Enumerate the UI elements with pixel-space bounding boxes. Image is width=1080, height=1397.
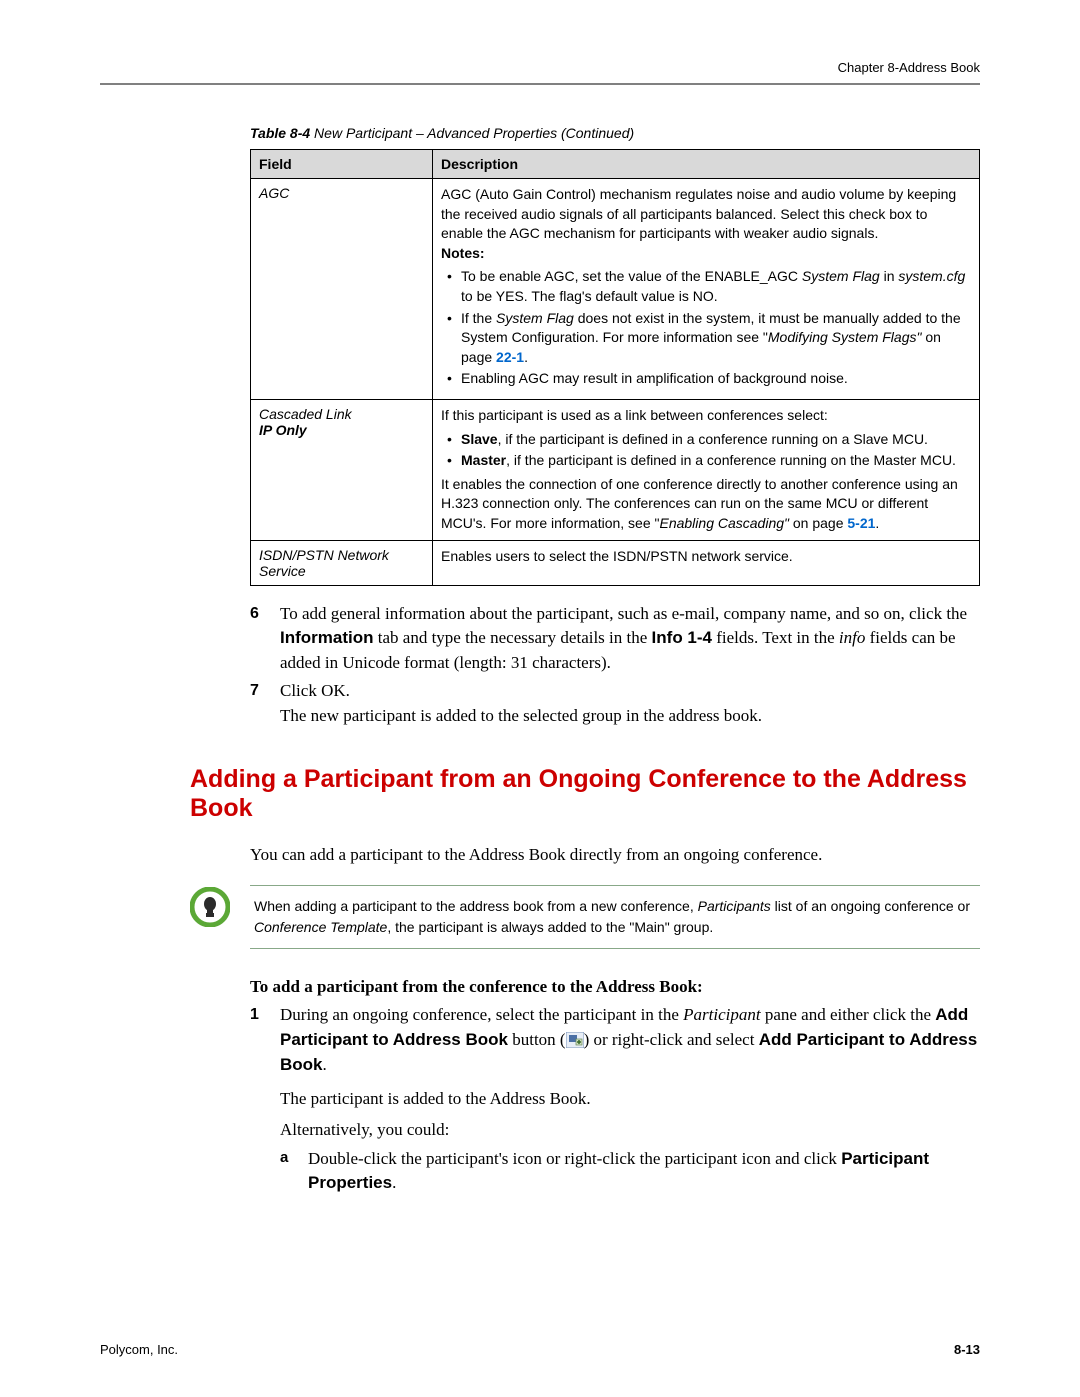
note-callout: When adding a participant to the address… bbox=[190, 885, 980, 949]
desc-text: If this participant is used as a link be… bbox=[441, 407, 828, 423]
td-desc-isdn: Enables users to select the ISDN/PSTN ne… bbox=[433, 540, 980, 585]
step-number: 7 bbox=[250, 679, 280, 728]
text: . bbox=[392, 1173, 396, 1192]
step-1: 1 During an ongoing conference, select t… bbox=[250, 1003, 980, 1195]
field-label: Cascaded Link bbox=[259, 406, 352, 422]
text: pane and either click the bbox=[761, 1005, 936, 1024]
text: to be YES. The flag's default value is N… bbox=[461, 288, 718, 304]
td-desc-agc: AGC (Auto Gain Control) mechanism regula… bbox=[433, 179, 980, 400]
desc-text: AGC (Auto Gain Control) mechanism regula… bbox=[441, 186, 956, 241]
text: System Flag bbox=[802, 268, 880, 284]
caption-text: New Participant – Advanced Properties (C… bbox=[310, 125, 634, 141]
sub-step-a: a Double-click the participant's icon or… bbox=[280, 1147, 980, 1196]
footer: Polycom, Inc. 8-13 bbox=[100, 1342, 980, 1357]
tip-icon bbox=[190, 887, 234, 932]
text: . bbox=[323, 1055, 327, 1074]
text: Master bbox=[461, 452, 506, 468]
page: Chapter 8-Address Book Table 8-4 New Par… bbox=[0, 0, 1080, 1397]
text: Participants bbox=[698, 898, 771, 914]
text: . bbox=[524, 349, 528, 365]
step-number: 1 bbox=[250, 1003, 280, 1195]
text: list of an ongoing conference or bbox=[771, 898, 970, 914]
text: ) or right-click and select bbox=[584, 1030, 759, 1049]
text: The participant is added to the Address … bbox=[280, 1089, 591, 1108]
step-number: 6 bbox=[250, 602, 280, 676]
sub-step-letter: a bbox=[280, 1147, 308, 1196]
text: , if the participant is defined in a con… bbox=[506, 452, 956, 468]
text: button ( bbox=[508, 1030, 566, 1049]
text: To add general information about the par… bbox=[280, 604, 967, 623]
page-ref[interactable]: 22-1 bbox=[496, 349, 524, 365]
text: in bbox=[880, 268, 899, 284]
list-item: Slave, if the participant is defined in … bbox=[441, 430, 971, 450]
text: fields. Text in the bbox=[712, 628, 839, 647]
options-list: Slave, if the participant is defined in … bbox=[441, 430, 971, 471]
text: Conference Template bbox=[254, 919, 387, 935]
steps-continued: 6 To add general information about the p… bbox=[250, 602, 980, 729]
text: When adding a participant to the address… bbox=[254, 898, 698, 914]
header-rule bbox=[100, 83, 980, 85]
page-number: 8-13 bbox=[954, 1342, 980, 1357]
table-row: ISDN/PSTN Network Service Enables users … bbox=[251, 540, 980, 585]
td-field-cascaded: Cascaded Link IP Only bbox=[251, 399, 433, 540]
text: Participant bbox=[683, 1005, 760, 1024]
field-sub-label: IP Only bbox=[259, 422, 307, 438]
notes-list: To be enable AGC, set the value of the E… bbox=[441, 267, 971, 389]
step-body: During an ongoing conference, select the… bbox=[280, 1003, 980, 1195]
table-caption: Table 8-4 New Participant – Advanced Pro… bbox=[250, 125, 980, 141]
step-6: 6 To add general information about the p… bbox=[250, 602, 980, 676]
procedure-steps: 1 During an ongoing conference, select t… bbox=[250, 1003, 980, 1195]
text: Double-click the participant's icon or r… bbox=[308, 1149, 841, 1168]
list-item: Master, if the participant is defined in… bbox=[441, 451, 971, 471]
list-item: If the System Flag does not exist in the… bbox=[441, 309, 971, 368]
text: The new participant is added to the sele… bbox=[280, 706, 762, 725]
step-body: To add general information about the par… bbox=[280, 602, 980, 676]
text: Slave bbox=[461, 431, 498, 447]
text: Alternatively, you could: bbox=[280, 1120, 449, 1139]
content-area: Table 8-4 New Participant – Advanced Pro… bbox=[250, 125, 980, 1196]
list-item: To be enable AGC, set the value of the E… bbox=[441, 267, 971, 306]
footer-company: Polycom, Inc. bbox=[100, 1342, 178, 1357]
text: System Flag bbox=[496, 310, 574, 326]
text: Information bbox=[280, 628, 374, 647]
step-7: 7 Click OK. The new participant is added… bbox=[250, 679, 980, 728]
step-body: Click OK. The new participant is added t… bbox=[280, 679, 980, 728]
text: During an ongoing conference, select the… bbox=[280, 1005, 683, 1024]
add-participant-icon bbox=[566, 1032, 584, 1048]
text: info bbox=[839, 628, 865, 647]
text: Enabling Cascading" bbox=[659, 515, 789, 531]
table-row: AGC AGC (Auto Gain Control) mechanism re… bbox=[251, 179, 980, 400]
th-description: Description bbox=[433, 150, 980, 179]
td-field-isdn: ISDN/PSTN Network Service bbox=[251, 540, 433, 585]
list-item: Enabling AGC may result in amplification… bbox=[441, 369, 971, 389]
text: If the bbox=[461, 310, 496, 326]
intro-paragraph: You can add a participant to the Address… bbox=[250, 843, 980, 868]
table-row: Cascaded Link IP Only If this participan… bbox=[251, 399, 980, 540]
text: . bbox=[875, 515, 879, 531]
text: , the participant is always added to the… bbox=[387, 919, 713, 935]
properties-table: Field Description AGC AGC (Auto Gain Con… bbox=[250, 149, 980, 586]
notes-label: Notes: bbox=[441, 245, 485, 261]
text: Info 1-4 bbox=[652, 628, 712, 647]
td-desc-cascaded: If this participant is used as a link be… bbox=[433, 399, 980, 540]
th-field: Field bbox=[251, 150, 433, 179]
text: system.cfg bbox=[898, 268, 965, 284]
text: Click OK. bbox=[280, 681, 350, 700]
note-text: When adding a participant to the address… bbox=[250, 885, 980, 949]
caption-label: Table 8-4 bbox=[250, 125, 310, 141]
page-header: Chapter 8-Address Book bbox=[100, 60, 980, 75]
text: tab and type the necessary details in th… bbox=[374, 628, 652, 647]
field-label: AGC bbox=[259, 185, 289, 201]
page-ref[interactable]: 5-21 bbox=[847, 515, 875, 531]
field-label: ISDN/PSTN Network Service bbox=[259, 547, 389, 579]
td-field-agc: AGC bbox=[251, 179, 433, 400]
text: , if the participant is defined in a con… bbox=[498, 431, 928, 447]
text: To be enable AGC, set the value of the E… bbox=[461, 268, 802, 284]
procedure-title: To add a participant from the conference… bbox=[250, 977, 980, 997]
sub-step-body: Double-click the participant's icon or r… bbox=[308, 1147, 980, 1196]
text: Modifying System Flags" bbox=[768, 329, 922, 345]
text: on page bbox=[789, 515, 847, 531]
section-heading: Adding a Participant from an Ongoing Con… bbox=[190, 765, 980, 823]
